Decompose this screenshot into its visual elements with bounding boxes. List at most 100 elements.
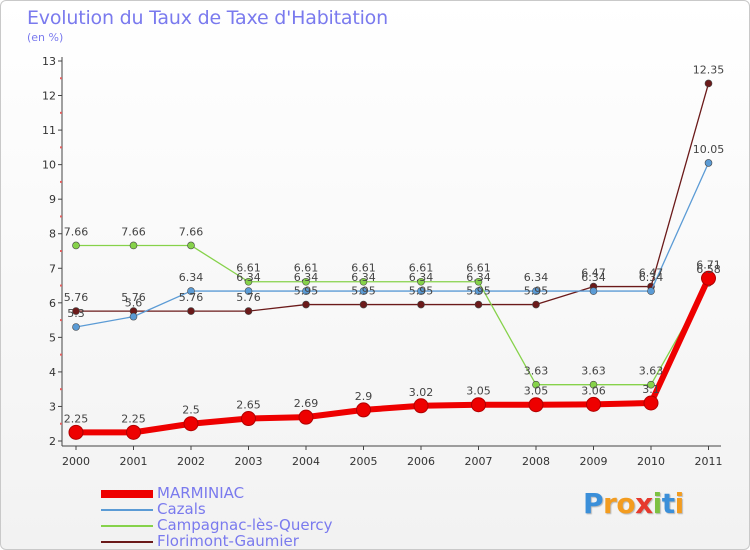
data-label: 2.25 [64,412,89,425]
chart-unit-label: (en %) [27,31,64,44]
series-line [75,162,710,328]
data-point [302,277,310,286]
x-tick-label: 2005 [350,455,378,468]
data-point [474,300,483,309]
y-tick-label: 11 [42,124,56,137]
y-minor-mark [60,180,62,183]
y-minor-mark [60,77,62,80]
data-label: 5.76 [236,291,261,304]
data-label: 6.61 [409,262,434,275]
data-point [244,307,253,315]
data-label: 6.34 [581,271,606,284]
x-tick-label: 2010 [637,455,665,468]
data-label: 3.63 [581,365,606,378]
data-label: 7.66 [64,225,89,238]
data-point [187,241,195,250]
data-point [417,300,425,309]
y-minor-mark [60,319,62,322]
data-point [413,398,429,414]
x-tick-label: 2006 [407,455,435,468]
x-tick-label: 2002 [177,455,205,468]
data-label: 3.63 [524,365,549,378]
y-minor-mark [60,353,62,356]
logo-letter: x [635,487,653,520]
y-tick-label: 7 [49,262,56,275]
data-point [589,287,598,295]
data-label: 6.71 [696,258,721,271]
x-tick-label: 2003 [235,455,263,468]
y-tick-label: 4 [49,366,56,379]
legend-swatch [101,541,153,543]
data-point [302,287,310,295]
data-label: 6.47 [639,267,664,280]
data-label: 6.34 [294,271,319,284]
y-tick-label: 8 [49,228,56,241]
data-point [643,395,659,411]
data-label: 6.34 [409,271,434,284]
data-label: 3.1 [642,383,660,396]
data-point [474,287,483,295]
data-point [241,411,256,427]
y-tick-label: 2 [49,435,56,448]
data-label: 5.95 [409,285,434,298]
data-point [532,300,540,309]
series-line [75,82,710,312]
data-point [187,307,195,315]
data-point [359,300,368,309]
legend-label: Florimont-Gaumier [157,532,299,550]
data-point [244,277,253,286]
data-label: 2.65 [236,399,261,412]
y-minor-mark [60,215,62,218]
y-tick-label: 13 [42,55,56,68]
data-point [417,277,425,286]
data-point [298,409,314,425]
data-label: 2.25 [121,412,146,425]
data-point [647,287,655,295]
data-point [72,307,80,315]
data-point [126,424,141,440]
data-point [647,380,655,389]
series-line [75,244,710,386]
data-label: 7.66 [121,225,146,238]
y-tick-label: 12 [42,90,56,103]
data-label: 5.95 [294,285,319,298]
data-label: 5.95 [466,285,491,298]
logo-letter: r [603,487,617,520]
data-point [129,312,138,321]
y-minor-mark [60,250,62,252]
x-tick-label: 2007 [465,455,493,468]
data-label: 6.34 [351,271,376,284]
legend-label: MARMINIAC [157,484,245,502]
data-label: 5.95 [524,285,549,298]
series-line [73,275,712,436]
data-label: 3.05 [466,385,491,398]
y-minor-mark [60,422,62,425]
x-tick-label: 2011 [695,455,723,468]
data-point [356,402,371,418]
data-point [528,397,544,413]
data-label: 5.76 [64,291,89,304]
x-tick-label: 2008 [522,455,550,468]
data-point [471,397,486,413]
data-point [417,287,425,295]
y-minor-mark [60,111,62,114]
data-label: 6.61 [466,262,491,275]
data-label: 7.66 [179,225,204,238]
data-label: 3.02 [409,386,434,399]
data-label: 2.9 [355,390,373,403]
data-label: 6.58 [696,263,721,276]
data-point [68,424,84,440]
y-minor-mark [60,146,62,149]
data-label: 6.34 [466,271,491,284]
legend-label: Campagnac-lès-Quercy [157,516,333,534]
logo-letter: P [583,487,604,520]
data-label: 10.05 [693,143,725,156]
data-label: 5.95 [351,285,376,298]
data-point [589,380,598,389]
data-point [129,241,138,250]
legend-swatch [101,525,153,527]
y-tick-label: 9 [49,193,56,206]
y-minor-mark [60,284,62,287]
